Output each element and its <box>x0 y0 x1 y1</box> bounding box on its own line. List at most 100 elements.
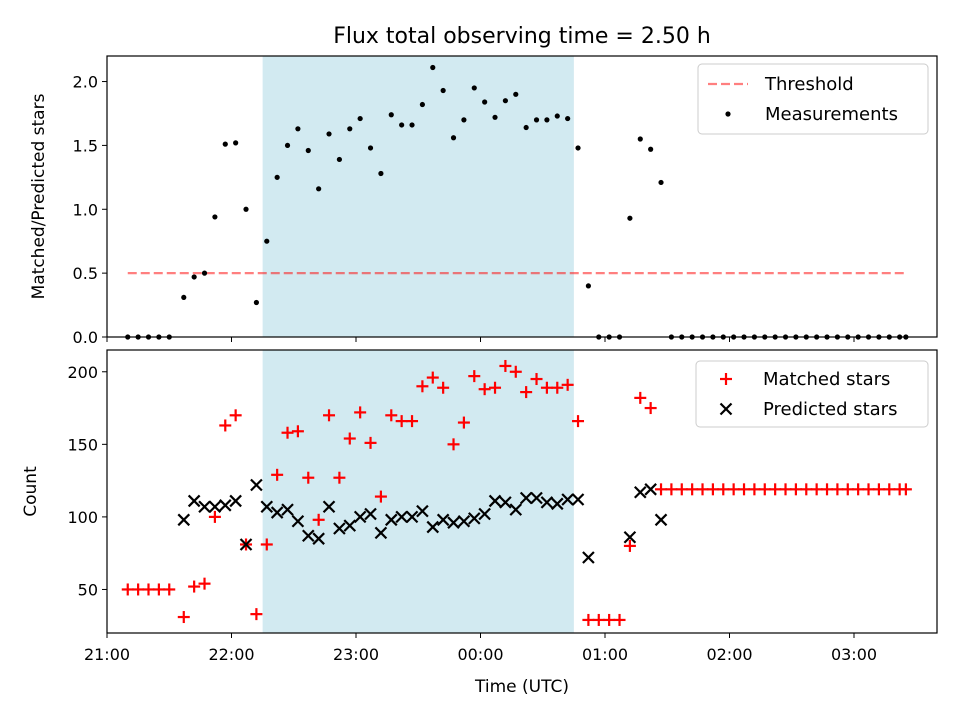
x-tick-label: 02:00 <box>706 645 752 664</box>
matched-star-point <box>748 483 761 496</box>
predicted-star-point <box>250 478 263 492</box>
predicted-star-point <box>519 491 533 505</box>
matched-star-point <box>727 483 740 496</box>
matched-star-point <box>561 378 574 391</box>
x-tick-label: 00:00 <box>457 645 503 664</box>
matched-star-point <box>250 608 263 621</box>
predicted-star-point <box>384 513 398 527</box>
predicted-star-point <box>198 500 211 514</box>
matched-star-point <box>530 373 543 386</box>
measurement-point <box>430 64 436 71</box>
matched-star-point <box>457 416 470 429</box>
measurement-point <box>575 145 581 151</box>
matched-star-point <box>208 510 221 523</box>
measurement-point <box>191 274 197 280</box>
matched-star-point <box>706 483 719 496</box>
measurement-point <box>347 126 353 132</box>
ratio-y-tick-label: 0.0 <box>73 328 98 347</box>
predicted-star-point <box>499 496 512 509</box>
matched-star-point <box>644 402 657 415</box>
matched-star-point <box>406 415 419 428</box>
ratio-panel-frame <box>106 55 938 338</box>
matched-star-point <box>468 370 481 383</box>
matched-star-point <box>271 468 284 481</box>
matched-star-point <box>592 613 605 626</box>
predicted-star-point <box>374 526 388 540</box>
x-tick-label: 01:00 <box>582 645 628 664</box>
matched-star-point <box>883 483 896 496</box>
matched-star-point <box>696 483 709 496</box>
legend-threshold-label: Threshold <box>764 74 854 95</box>
measurement-point <box>658 179 664 186</box>
measurement-point <box>409 122 415 128</box>
matched-star-point <box>188 580 201 593</box>
measurement-point <box>367 145 374 151</box>
measurement-point <box>357 115 363 122</box>
predicted-star-point <box>239 538 253 551</box>
measurement-point <box>316 186 322 192</box>
predicted-star-point <box>281 503 294 516</box>
x-tick-label: 23:00 <box>333 645 379 664</box>
legend-matched-label: Matched stars <box>763 369 890 390</box>
predicted-star-point <box>322 500 336 514</box>
measurement-point <box>295 126 301 132</box>
matched-star-point <box>862 483 875 496</box>
matched-star-point <box>163 583 176 596</box>
observing-window-shade-bottom <box>262 350 574 633</box>
measurement-point <box>305 147 311 154</box>
predicted-star-point <box>447 516 460 529</box>
predicted-star-point <box>229 494 242 508</box>
predicted-star-point <box>561 493 574 506</box>
matched-star-point <box>520 386 533 399</box>
predicted-star-point <box>291 514 305 528</box>
count-panel-frame <box>106 349 938 634</box>
predicted-star-point <box>416 504 429 518</box>
legend-predicted-marker <box>719 402 733 416</box>
measurement-point <box>419 101 425 108</box>
matched-star-point <box>302 471 315 484</box>
matched-star-point <box>260 538 273 551</box>
predicted-star-point <box>333 522 346 535</box>
measurement-point <box>471 85 477 91</box>
legend-measurement-swatch <box>725 111 731 117</box>
count-legend: Matched stars Predicted stars <box>695 360 929 428</box>
matched-star-point <box>121 583 134 596</box>
measurement-point <box>253 299 259 306</box>
measurement-point <box>492 114 498 120</box>
measurement-point <box>201 270 208 276</box>
matched-star-point <box>789 483 802 496</box>
measurement-point <box>378 170 384 177</box>
measurement-point <box>212 214 218 220</box>
measurement-point <box>181 294 187 301</box>
predicted-star-point <box>405 510 419 524</box>
count-y-tick-label: 100 <box>67 508 98 527</box>
ratio-y-tick-label: 0.5 <box>73 264 98 283</box>
measurement-point <box>544 117 550 123</box>
matched-star-point <box>872 483 885 496</box>
matched-star-point <box>364 436 377 449</box>
x-tick-label: 21:00 <box>84 645 130 664</box>
matched-star-point <box>717 483 730 496</box>
measurement-point <box>565 115 571 122</box>
count-axis-ticks: 50 100 150 200 21:00 22:00 23:00 00:00 01:00 02:0… <box>67 363 877 664</box>
matched-star-point <box>219 419 232 432</box>
matched-star-point <box>229 409 242 422</box>
count-y-tick-label: 200 <box>67 363 98 382</box>
matched-star-point <box>291 425 304 438</box>
matched-star-point <box>447 438 460 451</box>
predicted-star-point <box>550 497 564 511</box>
matched-star-point <box>779 483 792 496</box>
predicted-star-point <box>457 514 471 528</box>
x-tick-label: 03:00 <box>831 645 877 664</box>
legend-predicted-swatch <box>719 402 733 416</box>
predicted-star-point <box>260 500 274 514</box>
predicted-star-point <box>582 551 595 564</box>
predicted-star-point <box>364 507 377 521</box>
measurement-point <box>502 98 508 104</box>
predicted-star-point <box>395 510 408 524</box>
matched-star-point <box>758 483 771 496</box>
matched-star-point <box>312 513 325 526</box>
predicted-star-point <box>312 532 325 545</box>
matched-star-point <box>374 490 387 503</box>
